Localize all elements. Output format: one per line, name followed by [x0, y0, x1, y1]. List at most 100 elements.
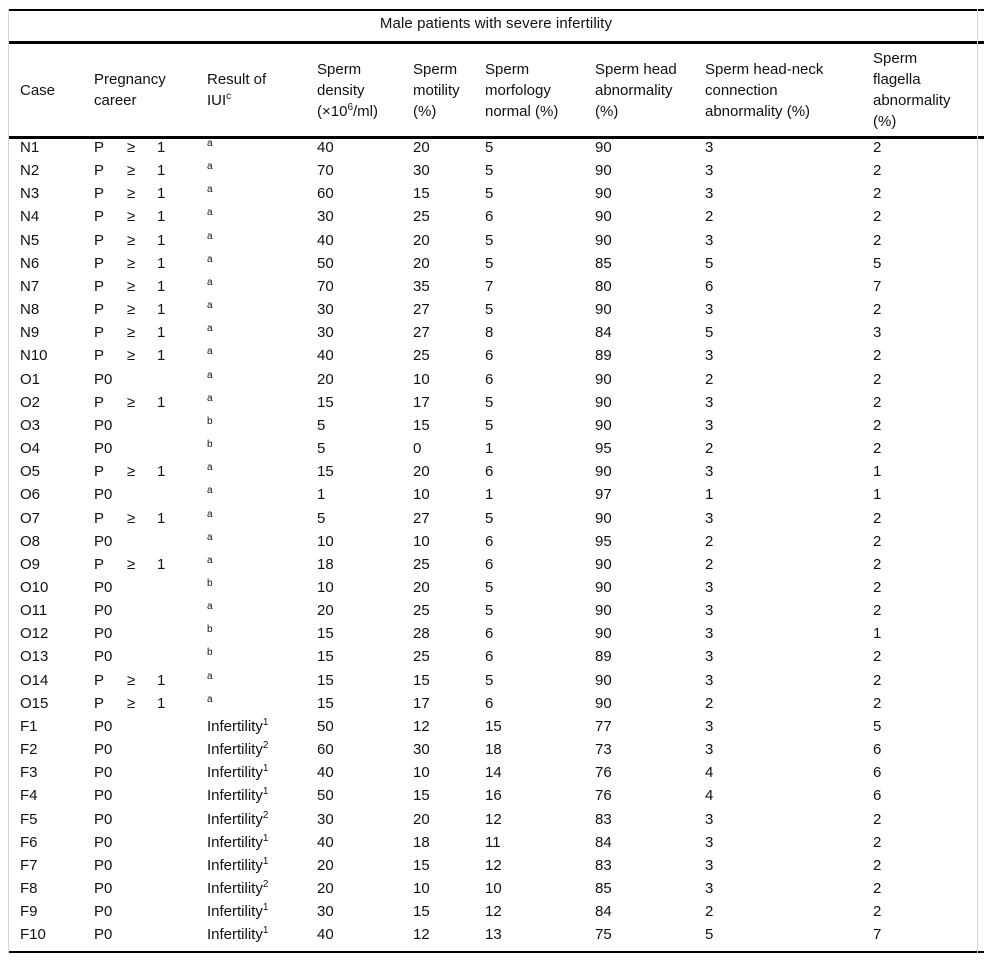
headneck-cell: 2 — [705, 370, 714, 388]
iui-result-cell: a — [207, 344, 317, 367]
header-line: Sperm head — [595, 59, 705, 80]
header-line: Sperm — [317, 59, 413, 80]
case-cell: F5 — [20, 810, 38, 828]
header-line: Result of — [207, 69, 317, 90]
iui-result-cell: a — [207, 275, 317, 298]
pregnancy-part: P0 — [94, 787, 113, 805]
flagella-cell: 2 — [873, 694, 882, 712]
header-text: density — [317, 81, 365, 99]
iui-result-superscript: a — [207, 161, 213, 173]
case-cell: O1 — [20, 370, 41, 388]
header-text: abnormality — [595, 81, 673, 99]
header-text: (×10 — [317, 102, 348, 120]
table-row: O15 P ≥1 a 15 17 6 90 2 2 — [20, 692, 972, 715]
iui-result-cell: Infertility1 — [207, 854, 317, 877]
head-cell: 90 — [595, 393, 612, 411]
header-line: abnormality (%) — [705, 101, 873, 122]
motility-cell: 15 — [413, 856, 430, 874]
iui-result-cell: b — [207, 576, 317, 599]
header-superscript: 6 — [347, 101, 354, 113]
morfology-cell: 6 — [485, 532, 494, 550]
iui-result-superscript: a — [207, 531, 213, 543]
flagella-cell: 2 — [873, 880, 882, 897]
motility-cell: 20 — [413, 231, 430, 249]
header-text: Case — [20, 81, 56, 99]
motility-cell: 30 — [413, 741, 430, 759]
pregnancy-part: P0 — [94, 880, 113, 897]
motility-cell: 10 — [413, 880, 430, 897]
head-cell: 97 — [595, 486, 612, 504]
header-superscript: c — [226, 91, 232, 102]
headneck-cell: 3 — [705, 625, 714, 643]
flagella-cell: 1 — [873, 463, 882, 481]
header-line: career — [94, 90, 207, 111]
iui-result-text: Infertility — [207, 810, 263, 828]
pregnancy-cell: P ≥1 — [94, 205, 207, 228]
pregnancy-part: ≥ — [127, 463, 136, 481]
table-row: O13 P0 b 15 25 6 89 3 2 — [20, 645, 972, 668]
morfology-cell: 6 — [485, 694, 494, 712]
pregnancy-part: ≥ — [127, 509, 136, 527]
motility-cell: 27 — [413, 301, 430, 319]
pregnancy-part: 1 — [157, 555, 166, 573]
iui-result-cell: a — [207, 229, 317, 252]
morfology-cell: 7 — [485, 277, 494, 295]
pregnancy-part: P0 — [94, 602, 113, 620]
density-cell: 5 — [317, 440, 326, 458]
head-cell: 89 — [595, 648, 612, 666]
pregnancy-part: P0 — [94, 416, 113, 434]
table-row: O7 P ≥1 a 5 27 5 90 3 2 — [20, 507, 972, 530]
pregnancy-part: ≥ — [127, 231, 136, 249]
iui-result-superscript: a — [207, 346, 213, 358]
table-row: F4 P0 Infertility1 50 15 16 76 4 6 — [20, 784, 972, 807]
case-cell: N1 — [20, 139, 40, 156]
iui-result-text: Infertility — [207, 880, 263, 897]
density-cell: 15 — [317, 393, 334, 411]
motility-cell: 20 — [413, 578, 430, 596]
morfology-cell: 5 — [485, 139, 494, 156]
column-header: Sperm flagella abnormality (%) — [873, 44, 972, 136]
iui-result-superscript: 1 — [262, 902, 269, 914]
header-text: morfology — [485, 81, 551, 99]
pregnancy-part: P — [94, 555, 105, 573]
iui-result-cell: a — [207, 669, 317, 692]
iui-result-superscript: a — [207, 508, 213, 520]
motility-cell: 10 — [413, 764, 430, 782]
pregnancy-part: ≥ — [127, 671, 136, 689]
density-cell: 15 — [317, 648, 334, 666]
header-text: IUI — [207, 92, 227, 109]
iui-result-cell: a — [207, 507, 317, 530]
density-cell: 40 — [317, 347, 334, 365]
case-cell: N8 — [20, 301, 40, 319]
pregnancy-cell: P0 — [94, 645, 207, 668]
flagella-cell: 1 — [873, 486, 882, 504]
headneck-cell: 3 — [705, 231, 714, 249]
pregnancy-part: P — [94, 671, 105, 689]
head-cell: 95 — [595, 440, 612, 458]
right-edge-line — [977, 9, 978, 953]
density-cell: 10 — [317, 578, 334, 596]
case-cell: O14 — [20, 671, 49, 689]
column-header: Case — [20, 44, 94, 136]
top-rule — [8, 9, 984, 11]
morfology-cell: 14 — [485, 764, 502, 782]
head-cell: 84 — [595, 903, 612, 921]
morfology-cell: 6 — [485, 555, 494, 573]
header-text: (%) — [413, 102, 437, 120]
density-cell: 50 — [317, 717, 334, 735]
table-row: O1 P0 a 20 10 6 90 2 2 — [20, 368, 972, 391]
header-line: connection — [705, 80, 873, 101]
pregnancy-part: ≥ — [127, 393, 136, 411]
pregnancy-part: P — [94, 509, 105, 527]
case-cell: F6 — [20, 833, 38, 851]
morfology-cell: 5 — [485, 301, 494, 319]
motility-cell: 27 — [413, 324, 430, 342]
flagella-cell: 2 — [873, 231, 882, 249]
table-row: N8 P ≥1 a 30 27 5 90 3 2 — [20, 298, 972, 321]
table-body: N1 P ≥1 a 40 20 5 90 3 2 N2 P ≥1 a 70 30 5 90 3 2 N3 P ≥1 a 60 15… — [20, 136, 972, 946]
density-cell: 40 — [317, 926, 334, 944]
morfology-cell: 5 — [485, 578, 494, 596]
table-row: O6 P0 a 1 10 1 97 1 1 — [20, 483, 972, 506]
headneck-cell: 2 — [705, 532, 714, 550]
